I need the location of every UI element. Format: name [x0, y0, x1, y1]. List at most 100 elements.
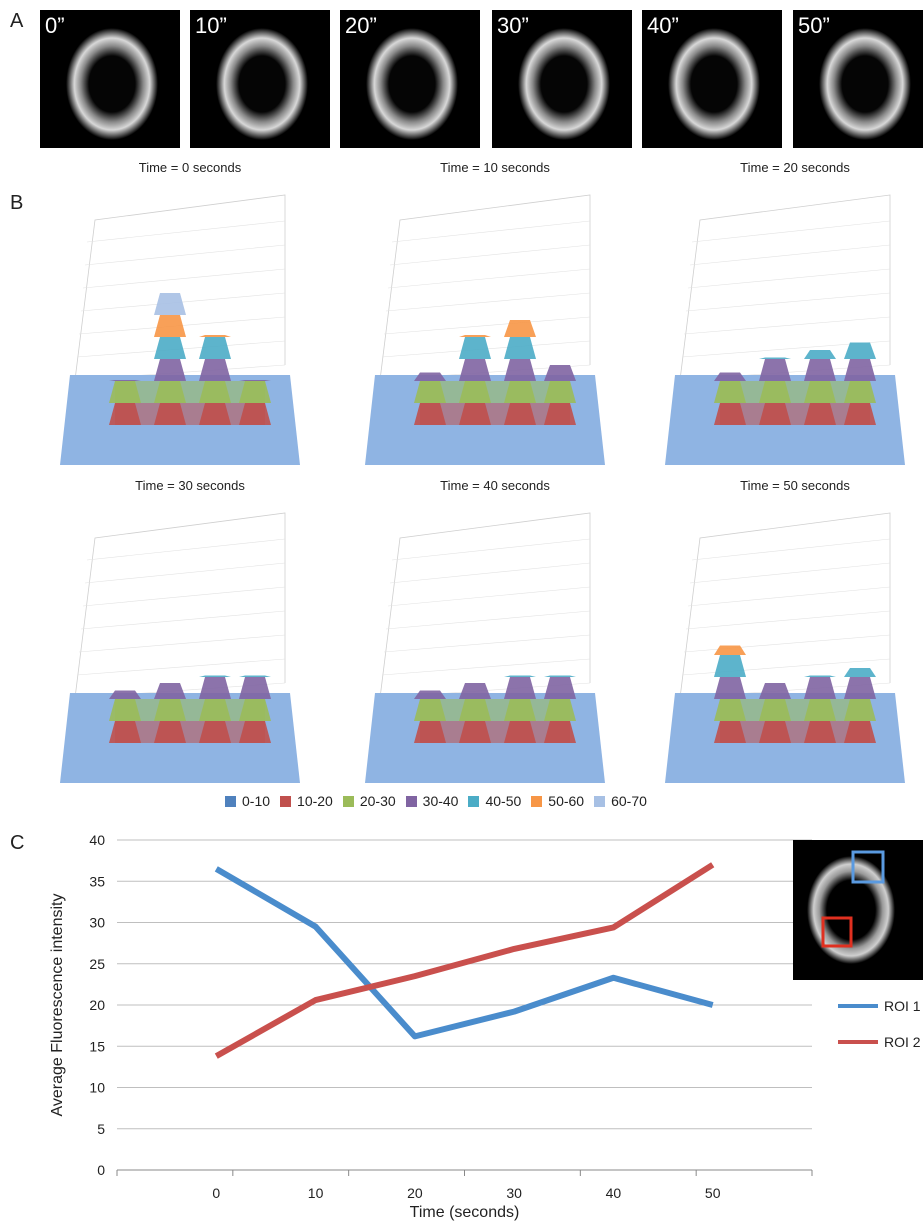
surface-gridline: [84, 562, 286, 584]
surface-gridline: [687, 586, 891, 607]
legend-swatch: [405, 795, 417, 807]
frame-time-label: 20”: [345, 13, 377, 38]
surface-band: [504, 675, 536, 677]
legend-roi-2-swatch: [838, 1040, 878, 1044]
legend-item: 20-30: [342, 793, 396, 809]
surface-band: [414, 690, 446, 699]
surface-gridline: [689, 244, 891, 266]
surface-band: [239, 675, 271, 677]
x-tick-label: 10: [308, 1185, 324, 1201]
microscopy-frame: 50”: [793, 10, 923, 148]
surface-band: [154, 293, 186, 315]
surface-band: [544, 365, 576, 381]
legend-label: 10-20: [297, 793, 333, 809]
legend-roi-2: ROI 2: [838, 1034, 921, 1050]
surface-band: [199, 675, 231, 677]
surface-wall: [379, 194, 591, 381]
surface-band: [414, 372, 446, 381]
microscopy-frame: 20”: [340, 10, 480, 148]
ring-graphic: [518, 28, 610, 140]
surface-ring-band: [420, 381, 570, 403]
x-tick-label: 30: [506, 1185, 522, 1201]
surface-plot: [665, 512, 905, 783]
surface-band: [759, 683, 791, 699]
surface-gridline: [80, 292, 286, 312]
surface-band: [544, 677, 576, 699]
panel-label-a: A: [10, 10, 24, 32]
legend-swatch: [342, 795, 354, 807]
surface-band: [109, 690, 141, 699]
surface-band: [459, 683, 491, 699]
surface-gridline: [391, 220, 591, 243]
series-line-2: [214, 862, 715, 1059]
legend-roi-1-swatch: [838, 1004, 878, 1008]
line-chart: 0 5 10 15 20 25 30 35 40 0 10 20 30 40 50 Time (seconds…: [49, 832, 813, 1221]
surface-gridline: [389, 562, 591, 584]
surface-ring-band: [115, 403, 265, 425]
surface-band: [804, 359, 836, 381]
legend-label: 30-40: [422, 793, 459, 809]
surface-title: Time = 50 seconds: [740, 478, 850, 493]
surface-plot: [60, 194, 300, 465]
surface-band: [804, 675, 836, 677]
surface-wall: [679, 512, 891, 699]
surface-band: [844, 677, 876, 699]
frame-time-label: 30”: [497, 13, 529, 38]
microscopy-frame: 40”: [642, 10, 782, 148]
legend-roi-1-label: ROI 1: [884, 998, 921, 1014]
surface-gridline: [683, 316, 891, 335]
surface-ring-band: [115, 381, 265, 403]
surface-band: [504, 337, 536, 359]
surface-ring-band: [720, 381, 870, 403]
surface-band: [459, 337, 491, 359]
surface-band: [714, 372, 746, 381]
surface-title: Time = 40 seconds: [440, 478, 550, 493]
frame-time-label: 0”: [45, 13, 65, 38]
surface-band: [714, 655, 746, 677]
surface-wall: [679, 194, 891, 381]
surface-gridline: [383, 316, 591, 335]
surface-band: [154, 683, 186, 699]
surface-band: [239, 677, 271, 699]
surface-title: Time = 10 seconds: [440, 160, 550, 175]
surface-ring-band: [720, 403, 870, 425]
surface-ring-band: [420, 699, 570, 721]
legend-item: 30-40: [405, 793, 459, 809]
surface-ring-band: [115, 721, 265, 743]
surface-band: [459, 335, 491, 337]
microscopy-frame: 30”: [492, 10, 632, 148]
surface-band: [154, 337, 186, 359]
y-tick-label: 5: [97, 1121, 105, 1137]
surface-band: [199, 677, 231, 699]
legend-item: 10-20: [280, 793, 333, 809]
y-tick-label: 10: [89, 1080, 105, 1096]
surface-wall: [74, 194, 286, 381]
surface-band: [154, 315, 186, 337]
ring-inset-graphic: [807, 850, 895, 964]
surface-band: [804, 350, 836, 359]
surface-ring-band: [720, 699, 870, 721]
roi-2-box: [821, 916, 853, 948]
legend-roi-2-label: ROI 2: [884, 1034, 921, 1050]
surface-band: [199, 359, 231, 381]
legend-label: 20-30: [359, 793, 396, 809]
surface-ring-band: [115, 699, 265, 721]
surface-gridline: [687, 268, 891, 289]
surface-band: [504, 359, 536, 381]
surface-wall: [74, 512, 286, 699]
surface-band: [154, 359, 186, 381]
surface-gridline: [685, 610, 891, 630]
frame-time-label: 10”: [195, 13, 227, 38]
surface-band: [759, 357, 791, 359]
x-tick-label: 50: [705, 1185, 721, 1201]
y-axis-label: Average Fluorescence intensity: [49, 894, 66, 1117]
surface-gridline: [385, 292, 591, 312]
ring-graphic: [216, 28, 308, 140]
legend-item: 40-50: [468, 793, 521, 809]
surface-band: [844, 342, 876, 359]
legend-swatch: [468, 795, 480, 807]
frame-time-label: 40”: [647, 13, 679, 38]
surface-gridline: [685, 292, 891, 312]
series-line-1: [214, 866, 714, 1040]
roi-1-box: [851, 850, 885, 884]
